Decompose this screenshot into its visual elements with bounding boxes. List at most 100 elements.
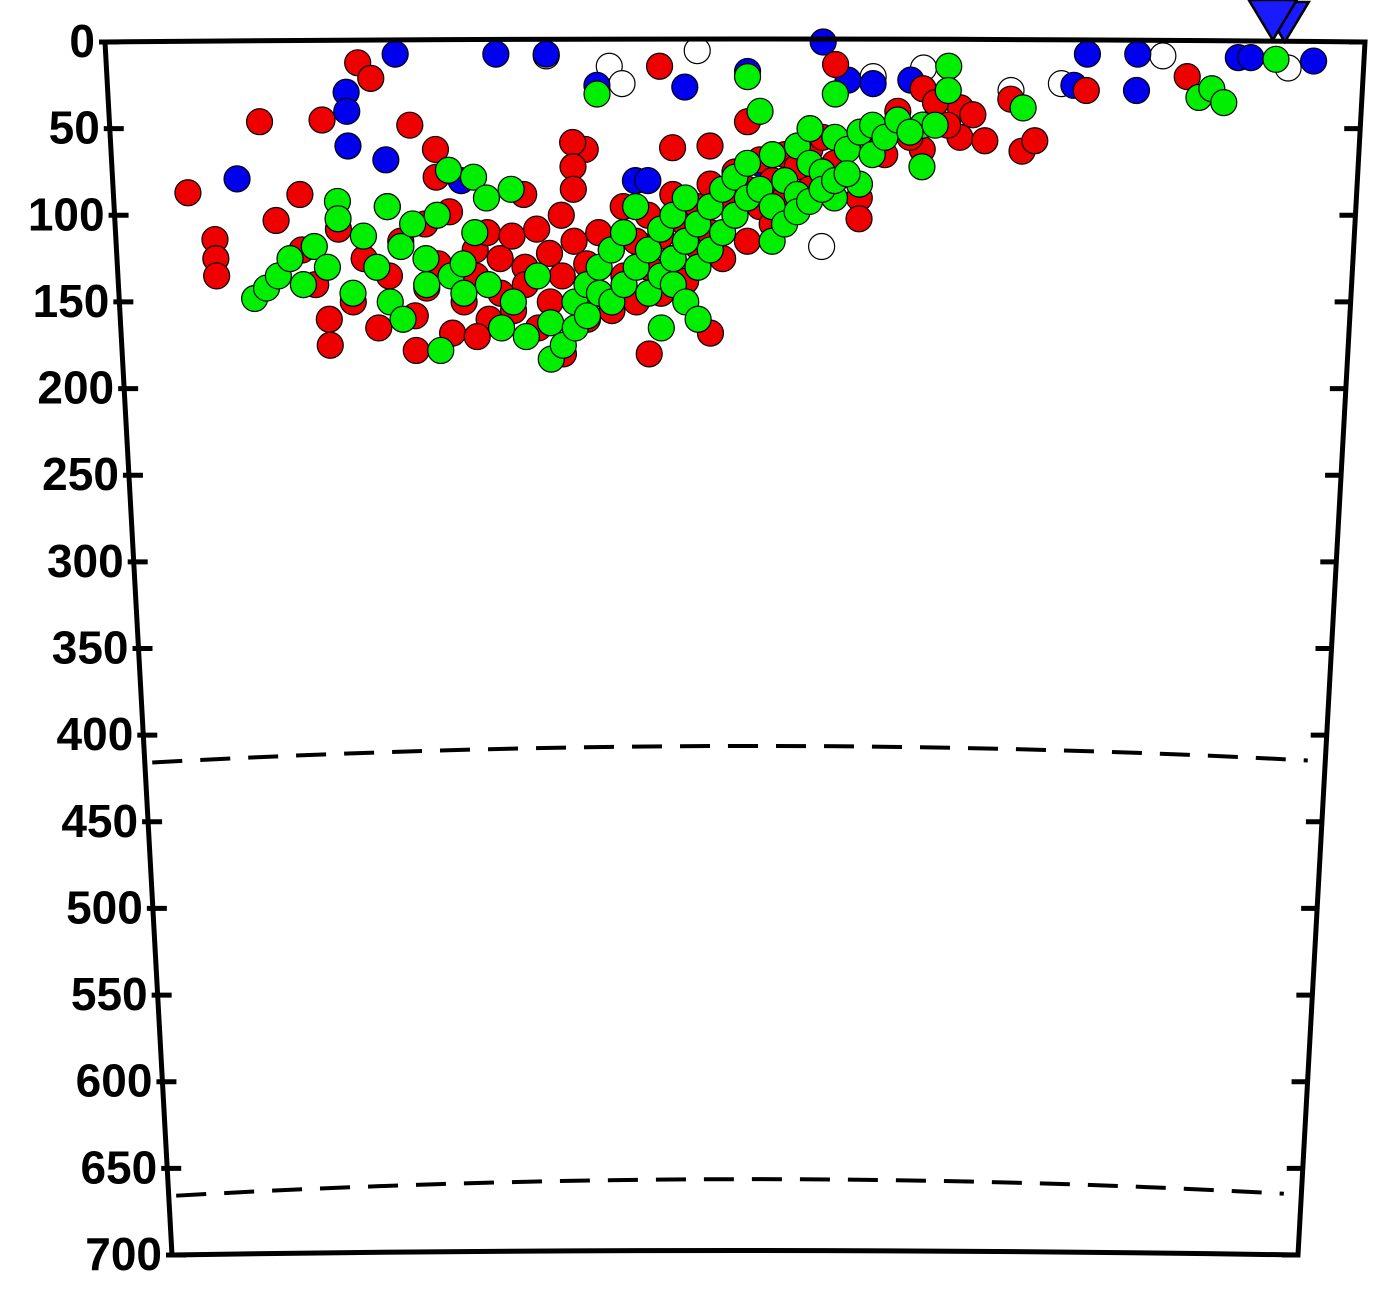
data-point xyxy=(634,236,663,264)
data-point xyxy=(746,97,774,125)
data-point xyxy=(658,134,687,162)
data-point xyxy=(316,331,344,359)
reference-depth-lines xyxy=(152,743,1308,1198)
data-point xyxy=(733,149,762,177)
data-point xyxy=(560,227,588,255)
data-point xyxy=(339,279,367,307)
data-point xyxy=(399,210,427,238)
data-point xyxy=(472,184,501,212)
data-point xyxy=(1173,63,1201,91)
data-point xyxy=(482,40,510,68)
data-point xyxy=(559,128,587,157)
data-point xyxy=(333,97,361,125)
data-point xyxy=(1009,94,1037,122)
data-point xyxy=(459,163,488,191)
data-point xyxy=(413,271,441,299)
data-point xyxy=(635,340,663,368)
data-point xyxy=(357,64,385,92)
data-point xyxy=(499,288,527,316)
y-tick-label: 700 xyxy=(85,1228,162,1280)
data-point xyxy=(349,222,378,250)
data-point xyxy=(1300,47,1328,75)
event-points xyxy=(174,28,1328,373)
data-point xyxy=(289,271,317,299)
y-tick-label: 150 xyxy=(33,275,110,327)
reference-line xyxy=(176,1177,1284,1198)
data-point xyxy=(634,167,662,195)
data-point xyxy=(908,153,936,181)
data-point xyxy=(583,80,611,108)
y-tick-label: 600 xyxy=(76,1055,153,1107)
reference-line xyxy=(152,743,1308,765)
data-point xyxy=(434,156,463,184)
data-point xyxy=(365,314,393,342)
data-point xyxy=(174,179,202,207)
data-point xyxy=(313,253,342,281)
data-point xyxy=(450,279,478,307)
data-point xyxy=(821,80,849,108)
data-point xyxy=(796,115,824,143)
data-point xyxy=(1237,43,1265,72)
data-point xyxy=(245,108,274,136)
data-point xyxy=(833,160,861,188)
y-axis-tick-labels: 0 50 100 150 200 250 300 350 400 450 500 550 600 650 7… xyxy=(28,15,162,1280)
data-point xyxy=(523,262,552,290)
data-point xyxy=(532,40,560,68)
data-point xyxy=(535,239,564,268)
data-point xyxy=(896,118,924,146)
data-point xyxy=(671,73,699,101)
data-point xyxy=(381,40,409,68)
data-point xyxy=(1149,42,1177,70)
data-point xyxy=(286,180,314,209)
data-point xyxy=(609,219,638,247)
data-point xyxy=(622,193,650,221)
data-point xyxy=(758,141,787,169)
data-point xyxy=(1072,76,1100,105)
data-point xyxy=(497,175,525,203)
y-tick-label: 300 xyxy=(47,535,124,587)
data-point xyxy=(733,227,761,255)
data-point xyxy=(488,314,516,342)
data-point xyxy=(463,322,491,351)
y-tick-label: 500 xyxy=(66,881,143,933)
data-point xyxy=(733,63,762,91)
data-point xyxy=(971,127,999,155)
y-tick-label: 400 xyxy=(57,708,134,760)
data-point xyxy=(498,222,526,250)
data-point xyxy=(647,314,675,342)
y-tick-label: 50 xyxy=(49,102,100,154)
data-point xyxy=(396,111,424,139)
data-point xyxy=(683,37,711,65)
data-point xyxy=(608,69,636,98)
data-point xyxy=(461,219,489,247)
data-point xyxy=(1122,76,1151,105)
data-point xyxy=(372,146,400,174)
data-point xyxy=(935,52,963,80)
data-point xyxy=(921,111,949,139)
data-point xyxy=(684,305,712,333)
data-point xyxy=(548,262,576,290)
y-tick-label: 250 xyxy=(42,448,119,500)
data-point xyxy=(315,305,343,333)
data-point xyxy=(934,76,962,105)
data-point xyxy=(387,232,415,261)
data-point xyxy=(523,215,551,243)
data-point xyxy=(671,184,699,212)
data-point xyxy=(262,206,290,235)
data-point xyxy=(1021,127,1049,155)
data-point xyxy=(423,201,451,229)
data-point xyxy=(421,135,450,164)
station-marker xyxy=(1247,0,1312,45)
data-point xyxy=(1124,40,1152,68)
y-tick-label: 350 xyxy=(52,622,129,674)
data-point xyxy=(363,253,391,281)
data-point xyxy=(645,52,674,80)
data-point xyxy=(1210,89,1238,117)
data-point xyxy=(696,132,724,160)
y-tick-label: 650 xyxy=(80,1141,157,1193)
data-point xyxy=(203,262,231,290)
data-point xyxy=(276,245,304,273)
data-point xyxy=(1262,45,1290,73)
data-point xyxy=(859,69,887,98)
data-point xyxy=(822,50,850,79)
